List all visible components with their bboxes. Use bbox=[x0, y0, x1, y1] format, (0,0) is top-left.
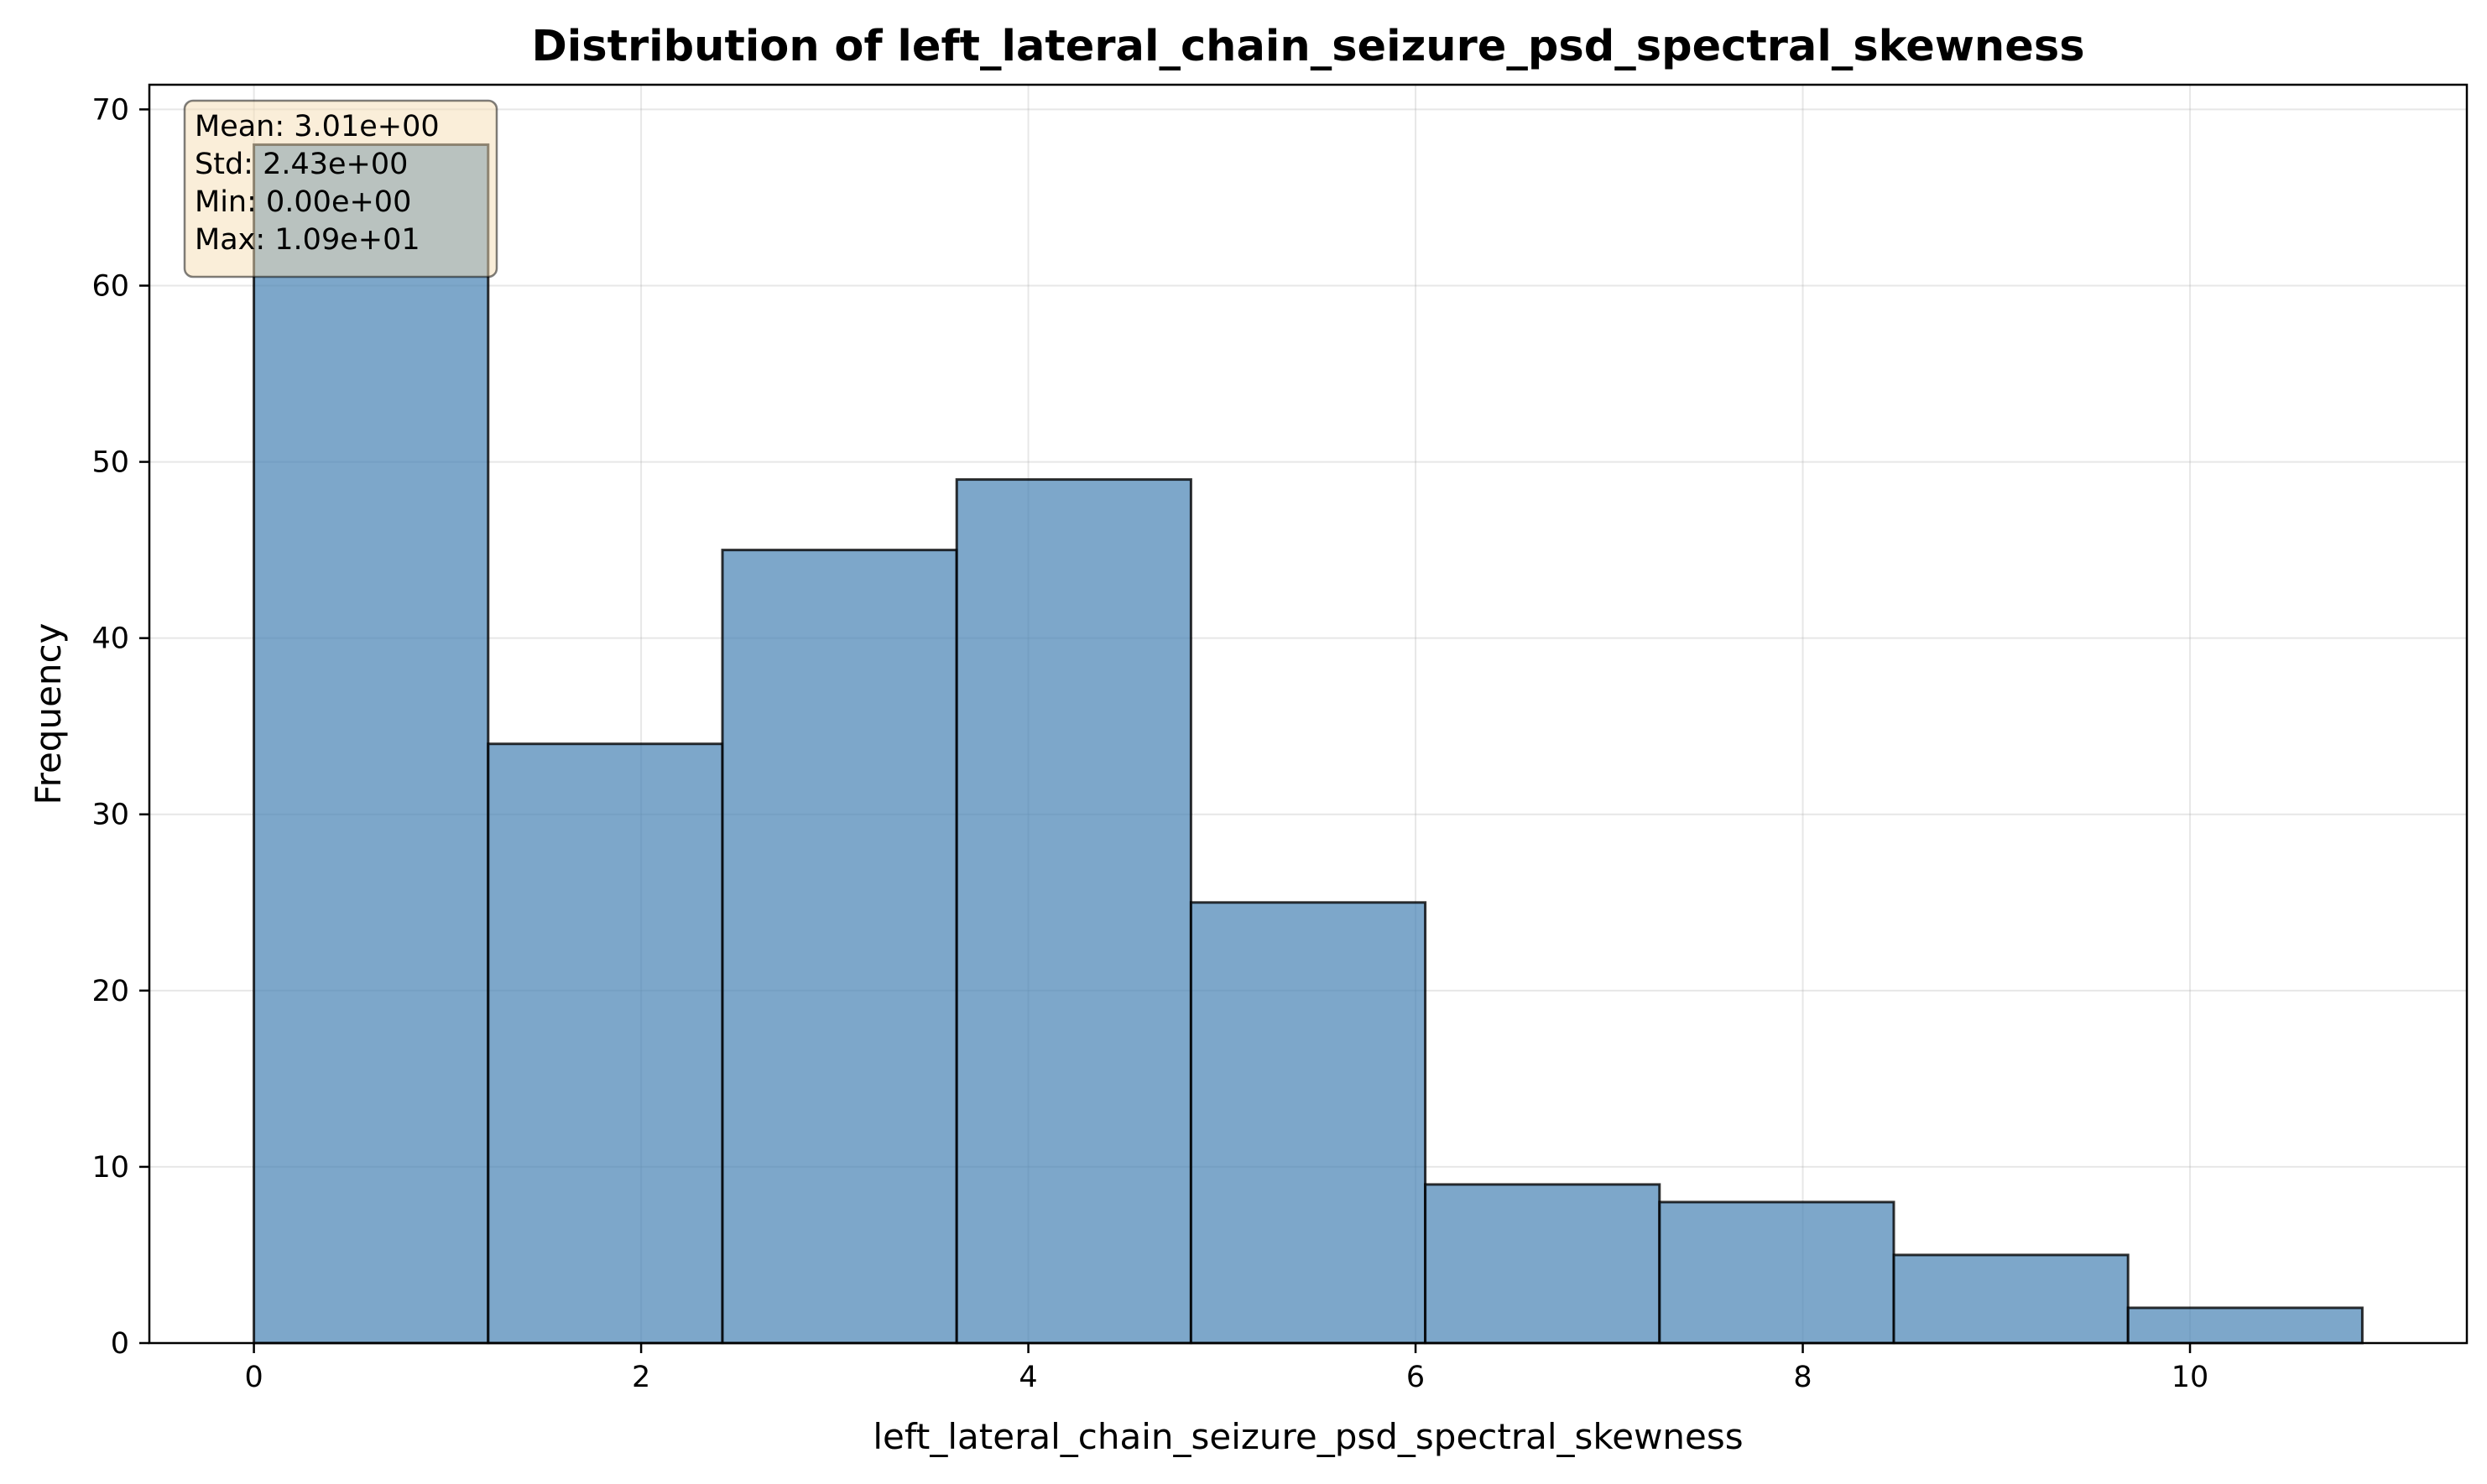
x-tick-label-5: 10 bbox=[2172, 1361, 2209, 1394]
y-tick-label-4: 40 bbox=[91, 622, 129, 656]
y-tick-label-2: 20 bbox=[91, 975, 129, 1008]
y-axis-label: Frequency bbox=[28, 623, 69, 805]
histogram-bar-0 bbox=[253, 143, 490, 1345]
y-tick-label-5: 50 bbox=[91, 446, 129, 480]
histogram-bar-5 bbox=[1424, 1183, 1661, 1345]
x-axis-ticks: 0 2 4 6 8 10 bbox=[244, 1343, 2208, 1394]
y-tick-label-0: 0 bbox=[111, 1327, 129, 1361]
x-tick-label-3: 6 bbox=[1406, 1361, 1425, 1394]
histogram-bar-2 bbox=[721, 549, 958, 1345]
plot-area-frame bbox=[148, 83, 2469, 1345]
stats-box: Mean: 3.01e+00 Std: 2.43e+00 Min: 0.00e+… bbox=[183, 99, 498, 279]
chart-title: Distribution of left_lateral_chain_seizu… bbox=[531, 22, 2084, 71]
x-axis-label: left_lateral_chain_seizure_psd_spectral_… bbox=[873, 1416, 1743, 1457]
histogram-bar-3 bbox=[955, 478, 1192, 1345]
x-tick-label-2: 4 bbox=[1019, 1361, 1037, 1394]
histogram-bar-7 bbox=[1892, 1253, 2130, 1345]
histogram-bar-6 bbox=[1658, 1200, 1895, 1345]
stats-min: Min: 0.00e+00 bbox=[195, 185, 411, 219]
stats-std: Std: 2.43e+00 bbox=[195, 148, 408, 181]
stats-mean: Mean: 3.01e+00 bbox=[195, 110, 440, 143]
y-tick-label-1: 10 bbox=[91, 1151, 129, 1185]
histogram-bars bbox=[253, 143, 2364, 1345]
y-tick-label-7: 70 bbox=[91, 93, 129, 127]
histogram-bar-1 bbox=[487, 742, 724, 1345]
x-tick-label-4: 8 bbox=[1793, 1361, 1812, 1394]
y-axis-ticks: 0 10 20 30 40 50 60 70 bbox=[91, 93, 149, 1361]
histogram-bar-8 bbox=[2126, 1306, 2364, 1345]
x-tick-label-0: 0 bbox=[244, 1361, 263, 1394]
y-tick-label-6: 60 bbox=[91, 269, 129, 303]
y-tick-label-3: 30 bbox=[91, 799, 129, 832]
x-tick-label-1: 2 bbox=[632, 1361, 650, 1394]
stats-box-background bbox=[183, 99, 498, 279]
stats-max: Max: 1.09e+01 bbox=[195, 223, 420, 257]
histogram-bar-4 bbox=[1189, 901, 1427, 1345]
